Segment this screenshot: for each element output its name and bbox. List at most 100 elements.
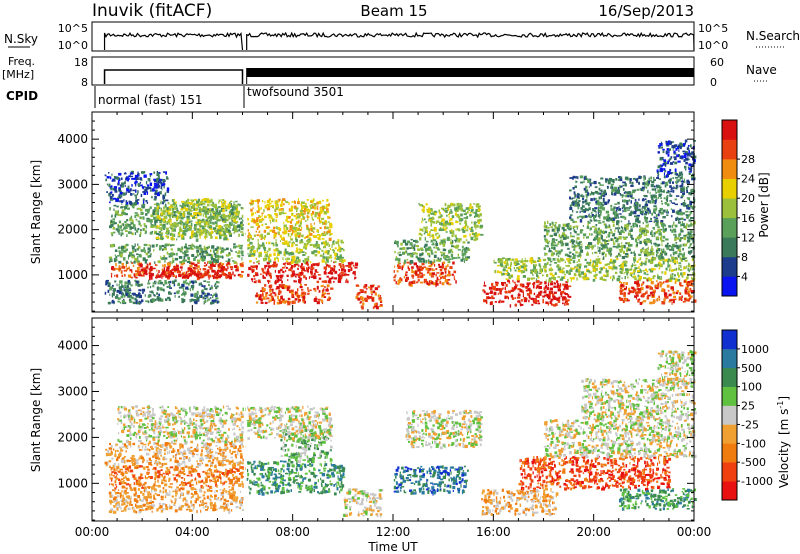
powerData-cell (170, 271, 174, 275)
powerData-cell (401, 266, 404, 271)
powerData-cell (256, 261, 259, 264)
powerData-cell (209, 221, 214, 224)
powerData-cell (264, 215, 267, 219)
powerData-cell (622, 261, 625, 264)
powerData-cell (149, 182, 153, 186)
powerData-cell (110, 176, 112, 180)
powerData-cell (568, 223, 570, 226)
powerData-cell (544, 252, 546, 256)
powerData-cell (415, 252, 418, 255)
powerData-cell (188, 228, 191, 232)
powerData-cell (487, 296, 490, 299)
powerData-cell (601, 248, 603, 250)
powerData-cell (369, 296, 372, 299)
powerData-cell (442, 252, 446, 254)
powerData-cell (190, 247, 194, 250)
powerData-cell (210, 301, 213, 305)
powerData-cell (547, 241, 550, 245)
powerData-cell (192, 215, 195, 219)
powerData-cell (572, 277, 575, 280)
powerData-cell (157, 191, 161, 194)
powerData-cell (212, 299, 216, 303)
powerData-cell (602, 274, 606, 277)
powerData-cell (327, 230, 331, 233)
powerData-cell (318, 218, 320, 222)
powerData-cell (199, 294, 203, 298)
powerData-cell (561, 227, 565, 230)
powerData-cell (168, 298, 171, 302)
powerData-cell (683, 257, 688, 259)
powerData-cell (229, 201, 231, 204)
powerData-cell (428, 219, 430, 222)
powerData-cell (483, 284, 487, 287)
powerData-cell (567, 260, 570, 262)
powerData-cell (507, 271, 509, 275)
powerData-cell (617, 229, 619, 233)
powerData-cell (135, 195, 137, 199)
powerData-cell (623, 227, 627, 230)
powerData-cell (183, 251, 186, 256)
powerData-cell (310, 201, 313, 203)
powerData-cell (126, 177, 129, 180)
powerData-cell (132, 301, 136, 305)
powerData-cell (112, 289, 115, 292)
powerData-cell (185, 250, 189, 253)
powerData-cell (575, 266, 578, 269)
powerData-cell (565, 286, 569, 290)
powerData-cell (604, 264, 608, 266)
powerData-cell (155, 212, 157, 216)
powerData-cell (227, 229, 230, 231)
powerData-cell (116, 289, 120, 293)
powerData-cell (549, 287, 553, 291)
powerData-cell (130, 260, 132, 264)
powerData-cell (181, 200, 185, 203)
powerData-cell (185, 286, 189, 290)
powerData-cell (440, 271, 443, 275)
powerData-cell (299, 265, 303, 268)
powerData-cell (283, 227, 286, 230)
powerData-cell (393, 276, 396, 279)
powerData-cell (264, 264, 268, 268)
powerData-cell (523, 266, 527, 270)
powerData-cell (329, 254, 332, 257)
powerData-cell (191, 199, 195, 203)
sky-noise-segment-0 (103, 32, 244, 51)
powerData-cell (283, 222, 285, 224)
powerData-cell (646, 240, 650, 243)
powerData-cell (689, 266, 692, 270)
powerData-cell (546, 274, 549, 278)
powerData-cell (425, 259, 428, 264)
powerData-cell (236, 266, 239, 269)
powerData-cell (144, 260, 148, 264)
powerData-cell (571, 245, 573, 247)
powerData-cell (265, 273, 268, 277)
powerData-cell (147, 251, 150, 254)
powerData-cell (432, 261, 435, 265)
powerData-cell (212, 295, 214, 299)
powerData-cell (157, 180, 161, 184)
powerData-cell (275, 216, 278, 218)
powerData-cell (666, 246, 670, 250)
powerData-cell (673, 245, 677, 248)
powerData-cell (405, 250, 408, 254)
powerData-cell (595, 258, 598, 261)
powerData-cell (263, 229, 267, 233)
powerData-cell (134, 181, 138, 183)
powerData-cell (322, 199, 324, 202)
powerData-cell (211, 269, 213, 272)
powerData-cell (153, 178, 157, 181)
powerData-cell (285, 251, 289, 255)
powerData-cell (133, 273, 136, 277)
powerData-cell (190, 225, 192, 229)
powerData-cell (406, 261, 410, 264)
powerData-cell (262, 242, 265, 246)
powerData-cell (166, 235, 169, 238)
powerData-cell (354, 266, 358, 269)
powerData-cell (594, 276, 597, 279)
powerData-cell (312, 205, 315, 209)
powerData-cell (630, 251, 633, 254)
powerData-cell (452, 240, 454, 244)
powerData-cell (302, 296, 306, 300)
powerData-cell (110, 191, 113, 194)
powerData-cell (560, 249, 563, 252)
